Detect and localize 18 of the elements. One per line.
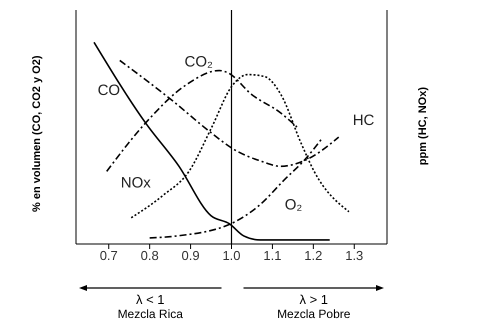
x-tick-label: 0.7 [100,248,118,264]
x-tick-label: 1.1 [263,248,282,264]
x-tick-label: 1.0 [222,248,241,264]
y2-axis-title: ppm (HC, NOx) [416,86,429,166]
text: Mezcla Pobre [277,307,351,321]
series-label: CO [98,82,120,99]
text: Mezcla Rica [118,307,184,321]
series-label: O₂ [284,196,302,214]
series-label: CO₂ [184,54,213,71]
x-tick-label: 0.9 [182,248,200,264]
series-label: NOx [120,174,152,192]
text: λ > 1 [299,292,328,307]
y-axis-title: % en volumen (CO, CO2 y O2) [30,55,43,212]
x-tick-label: 1.2 [304,248,322,264]
text: λ < 1 [136,292,165,307]
x-tick-label: 0.8 [140,248,159,264]
x-tick-label: 1.3 [345,248,364,264]
series-label: HC [352,112,375,130]
